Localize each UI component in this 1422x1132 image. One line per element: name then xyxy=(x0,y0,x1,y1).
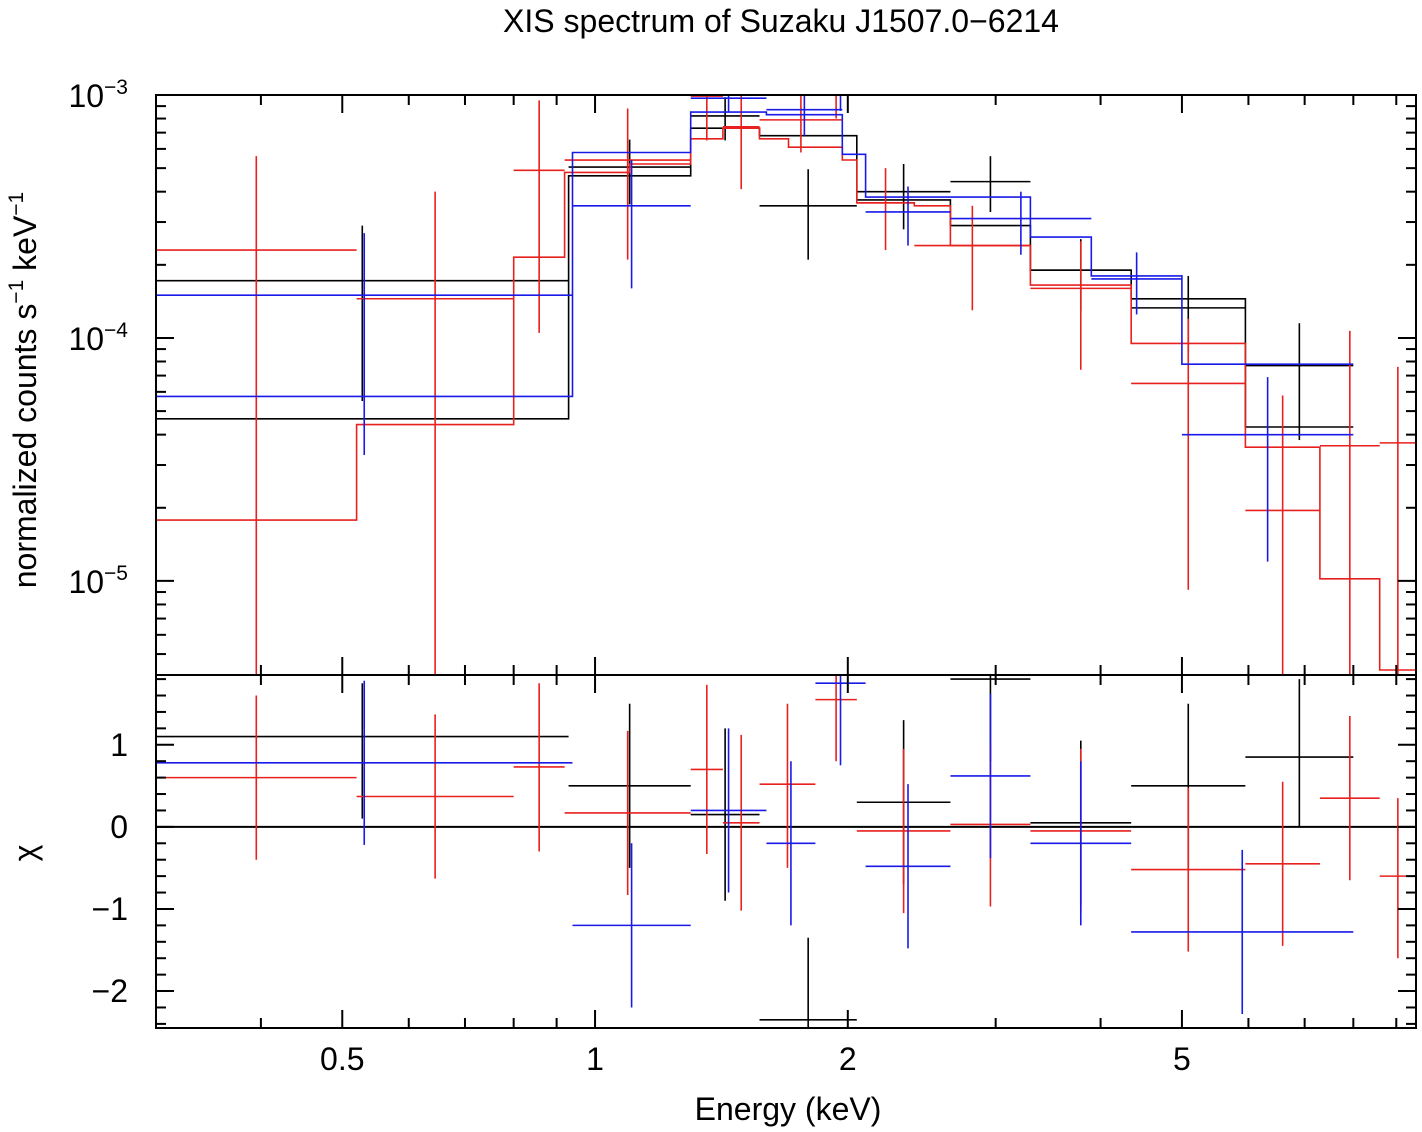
red-data-point xyxy=(1030,241,1132,370)
top-panel xyxy=(156,95,1416,675)
blue-residual-point xyxy=(572,843,691,1008)
red-residual-point xyxy=(815,675,857,762)
blue-data-point xyxy=(572,160,691,289)
x-tick-label: 0.5 xyxy=(320,1041,364,1077)
red-data-point xyxy=(1245,395,1320,675)
blue-residual-point xyxy=(1131,849,1354,1015)
blue-data-point xyxy=(766,95,843,136)
blue-data-point xyxy=(1181,377,1354,562)
bottom-panel xyxy=(156,675,1416,1028)
red-residual-point xyxy=(513,683,565,852)
red-data-point xyxy=(914,205,1031,311)
red-residual-point xyxy=(356,714,514,879)
blue-data-point xyxy=(690,95,767,113)
red-data-point xyxy=(722,95,760,190)
black-data-point xyxy=(690,97,760,141)
x-tick-label: 2 xyxy=(839,1041,857,1077)
blue-residual-point xyxy=(766,761,816,926)
red-data-point xyxy=(759,95,843,153)
y-axis-label-bottom: χ xyxy=(7,844,43,861)
red-residual-point xyxy=(759,703,816,868)
axes: 0.5 1 2 510−310−410−510−1−2 xyxy=(68,76,1417,1077)
blue-residual-point xyxy=(950,693,1031,859)
y-tick-label-bottom: −1 xyxy=(92,891,128,927)
black-data-point xyxy=(1245,323,1354,441)
red-data-point xyxy=(356,191,514,675)
black-residual-point xyxy=(759,937,857,1028)
x-tick-label: 1 xyxy=(586,1041,604,1077)
black-residual-point xyxy=(568,703,691,868)
red-data-point xyxy=(1379,366,1416,675)
red-data-point xyxy=(156,156,357,675)
black-residual-point xyxy=(690,728,760,901)
blue-data-point xyxy=(839,95,842,111)
red-residual-point xyxy=(156,695,357,860)
y-tick-label-top: 10−4 xyxy=(68,319,128,357)
chart-title: XIS spectrum of Suzaku J1507.0−6214 xyxy=(503,3,1059,39)
y-tick-exponent: −5 xyxy=(104,562,128,585)
y-tick-exponent: −4 xyxy=(104,319,128,342)
red-data-point xyxy=(1131,318,1246,590)
black-residual-point xyxy=(156,683,569,819)
black-model-step-line xyxy=(156,127,1354,428)
y-tick-base: 10 xyxy=(68,564,104,600)
blue-data-point xyxy=(950,191,1092,255)
y-tick-label-top: 10−5 xyxy=(68,562,128,600)
bottom-panel-frame xyxy=(155,674,1417,1029)
y-tick-label-top: 10−3 xyxy=(68,76,128,114)
red-residual-point xyxy=(856,748,951,914)
blue-residual-point xyxy=(815,675,866,766)
y-tick-label-bottom: 1 xyxy=(110,727,128,763)
red-data-point xyxy=(513,100,565,333)
red-residual-point xyxy=(1245,781,1320,946)
y-tick-base: 10 xyxy=(68,78,104,114)
black-data-point xyxy=(759,169,857,260)
red-residual-point xyxy=(1131,787,1246,952)
red-data-point xyxy=(564,108,691,260)
y-axis-label-top: normalized counts s−1 keV−1 xyxy=(5,192,43,589)
red-residual-point xyxy=(690,684,723,854)
black-data-point xyxy=(156,225,569,402)
red-model-step-line xyxy=(156,127,1416,671)
red-residual-point xyxy=(1379,798,1416,959)
black-residual-point xyxy=(1245,679,1354,827)
black-data-point xyxy=(950,156,1031,212)
blue-data-point xyxy=(156,233,573,455)
y-tick-label-bottom: −2 xyxy=(92,973,128,1009)
blue-residual-point xyxy=(690,728,767,893)
y-tick-exponent: −3 xyxy=(104,76,128,99)
red-data-point xyxy=(835,95,837,119)
y-tick-base: 10 xyxy=(68,321,104,357)
blue-residual-point xyxy=(156,680,573,845)
blue-residual-point xyxy=(1030,761,1132,926)
blue-data-point xyxy=(865,186,951,246)
x-axis-label: Energy (keV) xyxy=(695,1091,882,1127)
blue-data-point xyxy=(1091,252,1182,315)
y-tick-label-bottom: 0 xyxy=(110,809,128,845)
x-tick-label: 5 xyxy=(1173,1041,1191,1077)
red-data-point xyxy=(1319,330,1380,675)
red-residual-point xyxy=(1319,716,1380,881)
top-panel-frame xyxy=(155,94,1417,676)
red-residual-point xyxy=(564,730,691,896)
blue-model-step-line xyxy=(156,111,1354,398)
blue-residual-point xyxy=(865,784,951,949)
red-data-point xyxy=(856,168,915,251)
